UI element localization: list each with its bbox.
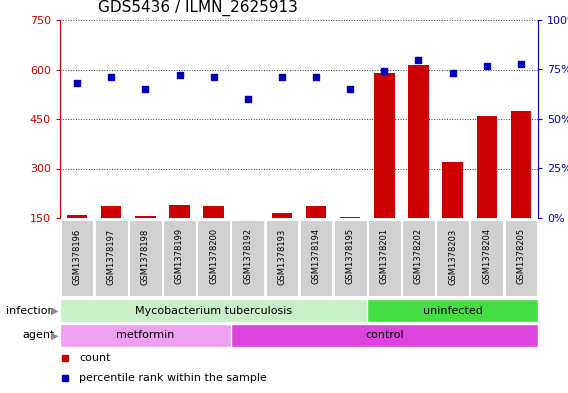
- Text: GSM1378199: GSM1378199: [175, 228, 184, 285]
- Bar: [61, 220, 94, 296]
- Point: [414, 57, 423, 63]
- Bar: [237, 219, 258, 268]
- Bar: [334, 220, 366, 296]
- Bar: [300, 220, 332, 296]
- Text: GSM1378197: GSM1378197: [107, 228, 116, 285]
- Text: GSM1378201: GSM1378201: [380, 228, 389, 285]
- Point: [175, 72, 184, 79]
- Point: [141, 86, 150, 92]
- Text: GSM1378192: GSM1378192: [243, 228, 252, 285]
- Text: metformin: metformin: [116, 331, 174, 340]
- Bar: [511, 111, 531, 268]
- Bar: [340, 217, 361, 268]
- Text: agent: agent: [22, 331, 55, 340]
- Point: [73, 80, 82, 86]
- Text: control: control: [365, 331, 404, 340]
- Bar: [442, 162, 463, 268]
- Point: [209, 74, 218, 81]
- Text: ▶: ▶: [51, 305, 59, 316]
- Bar: [265, 220, 298, 296]
- Text: GSM1378194: GSM1378194: [312, 228, 320, 285]
- Bar: [477, 116, 497, 268]
- Bar: [306, 206, 326, 268]
- Bar: [368, 220, 401, 296]
- Text: GSM1378196: GSM1378196: [73, 228, 82, 285]
- Bar: [95, 220, 128, 296]
- Text: uninfected: uninfected: [423, 305, 483, 316]
- Point: [380, 68, 389, 75]
- Text: count: count: [79, 353, 111, 363]
- Bar: [231, 324, 538, 347]
- Bar: [504, 220, 537, 296]
- Bar: [408, 64, 429, 268]
- Text: GSM1378195: GSM1378195: [346, 228, 354, 285]
- Text: GSM1378205: GSM1378205: [516, 228, 525, 285]
- Bar: [60, 324, 231, 347]
- Point: [277, 74, 286, 81]
- Bar: [367, 299, 538, 322]
- Point: [448, 70, 457, 77]
- Bar: [67, 215, 87, 268]
- Text: percentile rank within the sample: percentile rank within the sample: [79, 373, 267, 383]
- Text: GSM1378200: GSM1378200: [209, 228, 218, 285]
- Text: GSM1378204: GSM1378204: [482, 228, 491, 285]
- Text: GDS5436 / ILMN_2625913: GDS5436 / ILMN_2625913: [98, 0, 298, 16]
- Bar: [231, 220, 264, 296]
- Bar: [169, 205, 190, 268]
- Text: infection: infection: [6, 305, 55, 316]
- Bar: [60, 299, 367, 322]
- Bar: [197, 220, 230, 296]
- Text: Mycobacterium tuberculosis: Mycobacterium tuberculosis: [135, 305, 292, 316]
- Bar: [272, 213, 292, 268]
- Point: [516, 61, 525, 67]
- Point: [346, 86, 355, 92]
- Bar: [203, 206, 224, 268]
- Text: ▶: ▶: [51, 331, 59, 340]
- Bar: [374, 73, 395, 268]
- Text: GSM1378202: GSM1378202: [414, 228, 423, 285]
- Bar: [163, 220, 196, 296]
- Text: GSM1378198: GSM1378198: [141, 228, 150, 285]
- Point: [107, 74, 116, 81]
- Bar: [436, 220, 469, 296]
- Point: [482, 62, 491, 69]
- Text: GSM1378193: GSM1378193: [277, 228, 286, 285]
- Bar: [402, 220, 435, 296]
- Bar: [129, 220, 162, 296]
- Bar: [135, 217, 156, 268]
- Point: [243, 96, 252, 102]
- Text: GSM1378203: GSM1378203: [448, 228, 457, 285]
- Bar: [101, 206, 122, 268]
- Bar: [470, 220, 503, 296]
- Point: [311, 74, 320, 81]
